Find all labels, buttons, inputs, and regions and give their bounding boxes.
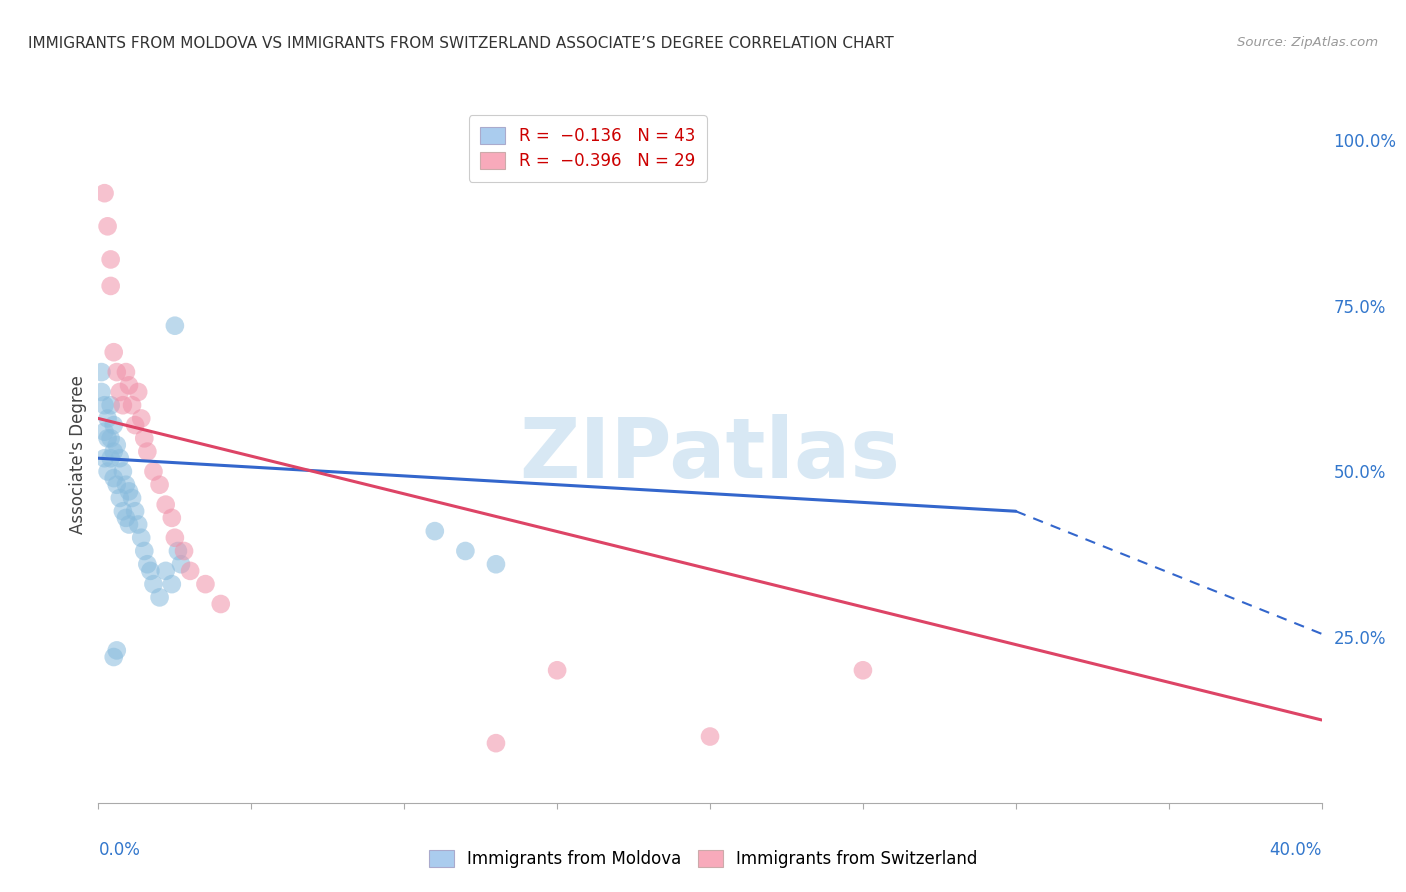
Point bbox=[115, 477, 138, 491]
Text: IMMIGRANTS FROM MOLDOVA VS IMMIGRANTS FROM SWITZERLAND ASSOCIATE’S DEGREE CORREL: IMMIGRANTS FROM MOLDOVA VS IMMIGRANTS FR… bbox=[28, 36, 894, 51]
Point bbox=[209, 597, 232, 611]
Point bbox=[485, 736, 508, 750]
Point bbox=[546, 663, 568, 677]
Point bbox=[129, 531, 152, 545]
Point bbox=[173, 544, 195, 558]
Point bbox=[100, 451, 122, 466]
Point bbox=[699, 730, 721, 744]
Point bbox=[111, 504, 134, 518]
Point bbox=[118, 517, 141, 532]
Text: Source: ZipAtlas.com: Source: ZipAtlas.com bbox=[1237, 36, 1378, 49]
Point bbox=[108, 384, 131, 399]
Point bbox=[160, 577, 183, 591]
Point bbox=[136, 444, 159, 458]
Point bbox=[163, 318, 186, 333]
Point bbox=[105, 643, 128, 657]
Point bbox=[124, 504, 146, 518]
Point bbox=[121, 491, 143, 505]
Point bbox=[97, 411, 120, 425]
Point bbox=[100, 279, 122, 293]
Point bbox=[163, 531, 186, 545]
Point bbox=[97, 431, 120, 445]
Point bbox=[103, 345, 125, 359]
Point bbox=[155, 564, 177, 578]
Point bbox=[97, 465, 120, 479]
Point bbox=[93, 398, 115, 412]
Point bbox=[127, 517, 149, 532]
Point bbox=[93, 451, 115, 466]
Point bbox=[155, 498, 177, 512]
Point bbox=[423, 524, 446, 538]
Point bbox=[115, 365, 138, 379]
Point bbox=[179, 564, 201, 578]
Point bbox=[100, 398, 122, 412]
Point bbox=[115, 511, 138, 525]
Text: 0.0%: 0.0% bbox=[98, 841, 141, 859]
Point bbox=[90, 384, 112, 399]
Point bbox=[105, 438, 128, 452]
Point bbox=[127, 384, 149, 399]
Point bbox=[167, 544, 190, 558]
Point bbox=[142, 577, 165, 591]
Point bbox=[129, 411, 152, 425]
Point bbox=[149, 477, 172, 491]
Point bbox=[103, 418, 125, 433]
Point bbox=[142, 465, 165, 479]
Legend: Immigrants from Moldova, Immigrants from Switzerland: Immigrants from Moldova, Immigrants from… bbox=[422, 843, 984, 875]
Point bbox=[111, 465, 134, 479]
Text: 40.0%: 40.0% bbox=[1270, 841, 1322, 859]
Point bbox=[139, 564, 162, 578]
Legend: R =  −0.136   N = 43, R =  −0.396   N = 29: R = −0.136 N = 43, R = −0.396 N = 29 bbox=[468, 115, 707, 182]
Text: ZIPatlas: ZIPatlas bbox=[520, 415, 900, 495]
Point bbox=[121, 398, 143, 412]
Point bbox=[160, 511, 183, 525]
Point bbox=[103, 444, 125, 458]
Y-axis label: Associate's Degree: Associate's Degree bbox=[69, 376, 87, 534]
Point bbox=[103, 471, 125, 485]
Point bbox=[149, 591, 172, 605]
Point bbox=[124, 418, 146, 433]
Point bbox=[111, 398, 134, 412]
Point bbox=[134, 431, 156, 445]
Point bbox=[105, 365, 128, 379]
Point bbox=[485, 558, 508, 572]
Point bbox=[90, 365, 112, 379]
Point bbox=[170, 558, 193, 572]
Point bbox=[118, 378, 141, 392]
Point bbox=[100, 431, 122, 445]
Point bbox=[118, 484, 141, 499]
Point bbox=[194, 577, 217, 591]
Point bbox=[97, 219, 120, 234]
Point bbox=[454, 544, 477, 558]
Point bbox=[100, 252, 122, 267]
Point bbox=[105, 477, 128, 491]
Point bbox=[93, 425, 115, 439]
Point bbox=[108, 491, 131, 505]
Point bbox=[852, 663, 875, 677]
Point bbox=[103, 650, 125, 665]
Point bbox=[108, 451, 131, 466]
Point bbox=[93, 186, 115, 201]
Point bbox=[134, 544, 156, 558]
Point bbox=[136, 558, 159, 572]
